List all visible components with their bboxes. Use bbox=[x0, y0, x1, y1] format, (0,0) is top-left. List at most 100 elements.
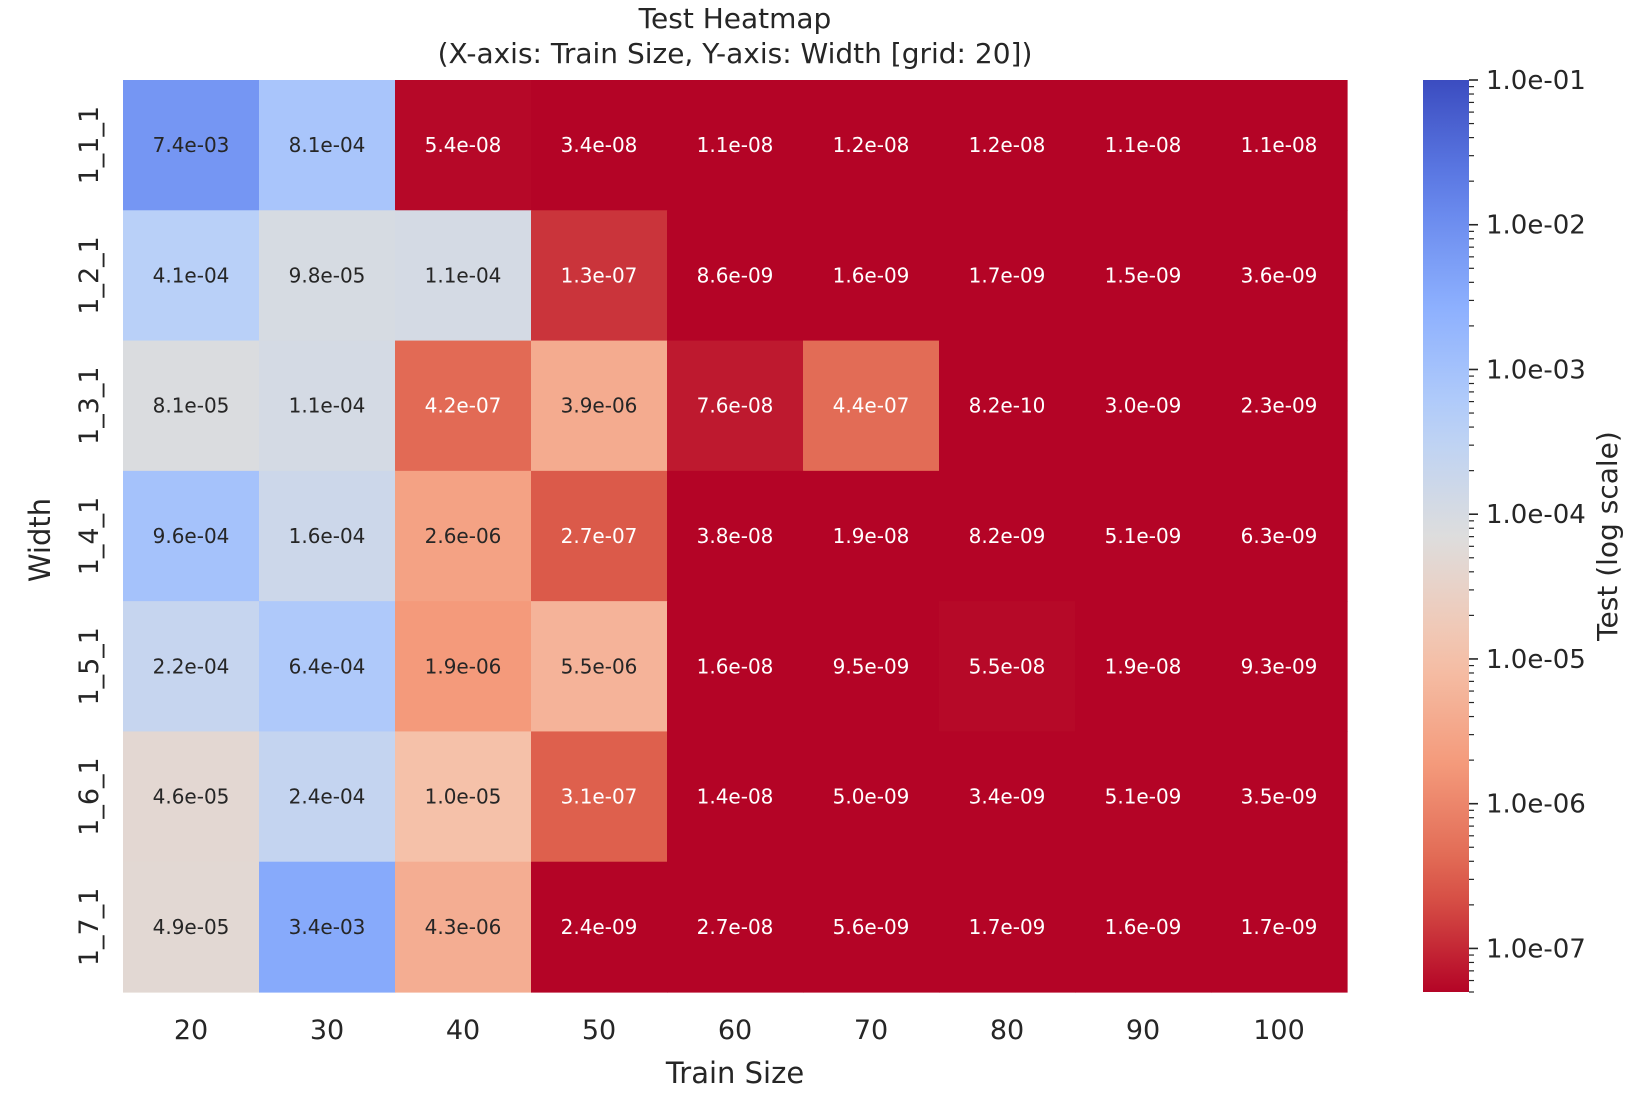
cell-value-label: 1.1e-04 bbox=[425, 263, 502, 287]
heatmap-cell bbox=[395, 601, 532, 733]
heatmap-cell bbox=[939, 470, 1076, 602]
chart-title: Test Heatmap bbox=[638, 2, 832, 35]
heatmap-cell bbox=[1211, 80, 1348, 211]
colorbar-tick-label: 1.0e-06 bbox=[1486, 790, 1586, 820]
cell-value-label: 6.4e-04 bbox=[289, 654, 366, 678]
x-tick-labels: 20 30 40 50 60 70 80 90 100 bbox=[174, 1015, 1305, 1046]
cell-value-label: 1.4e-08 bbox=[697, 785, 774, 809]
heatmap-cell bbox=[939, 210, 1076, 342]
colorbar-label: Test (log scale) bbox=[1591, 431, 1624, 642]
cell-value-label: 5.5e-06 bbox=[561, 654, 638, 678]
cell-value-label: 7.4e-03 bbox=[153, 133, 230, 157]
cell-value-label: 3.6e-09 bbox=[1241, 263, 1318, 287]
y-tick-label: 1_5_1 bbox=[74, 627, 105, 706]
cell-value-label: 1.7e-09 bbox=[1241, 915, 1318, 939]
chart-subtitle: (X-axis: Train Size, Y-axis: Width [grid… bbox=[438, 37, 1033, 70]
y-axis-label: Width bbox=[23, 498, 57, 582]
heatmap-cell bbox=[395, 861, 532, 993]
cell-value-label: 4.6e-05 bbox=[153, 785, 230, 809]
cell-value-label: 1.6e-04 bbox=[289, 524, 366, 548]
cell-value-label: 1.6e-09 bbox=[833, 263, 910, 287]
cell-value-label: 3.0e-09 bbox=[1105, 394, 1182, 418]
cell-value-label: 9.8e-05 bbox=[289, 263, 366, 287]
heatmap-cell bbox=[1211, 340, 1348, 472]
colorbar-tick-label: 1.0e-03 bbox=[1486, 355, 1586, 385]
cell-value-label: 5.1e-09 bbox=[1105, 785, 1182, 809]
heatmap-cell bbox=[667, 470, 804, 602]
cell-value-label: 8.1e-04 bbox=[289, 133, 366, 157]
cell-value-label: 1.1e-08 bbox=[1105, 133, 1182, 157]
heatmap-cell bbox=[259, 601, 396, 733]
cell-value-label: 1.0e-05 bbox=[425, 785, 502, 809]
colorbar-tick-label: 1.0e-02 bbox=[1486, 211, 1586, 241]
heatmap-cell bbox=[939, 861, 1076, 993]
heatmap-cell bbox=[123, 470, 260, 602]
x-tick-label: 40 bbox=[446, 1015, 480, 1046]
y-tick-labels: 1_1_1 1_2_1 1_3_1 1_4_1 1_5_1 1_6_1 1_7_1 bbox=[74, 106, 105, 966]
heatmap-cell bbox=[1075, 210, 1212, 342]
colorbar-tick-label: 1.0e-01 bbox=[1486, 66, 1586, 96]
cell-value-label: 2.3e-09 bbox=[1241, 394, 1318, 418]
heatmap-cell bbox=[259, 340, 396, 472]
cell-value-labels: 7.4e-03 8.1e-04 5.4e-08 3.4e-08 1.1e-08 1.2e-… bbox=[153, 133, 1318, 939]
colorbar-tick-label: 1.0e-07 bbox=[1486, 934, 1586, 964]
cell-value-label: 1.7e-09 bbox=[969, 915, 1046, 939]
colorbar-ticks: 1.0e-01 1.0e-02 1.0e-03 1.0e-04 1.0e-05 1.0e-… bbox=[1469, 66, 1586, 993]
heatmap-cell bbox=[939, 731, 1076, 863]
heatmap-cell bbox=[803, 861, 940, 993]
cell-value-label: 2.4e-09 bbox=[561, 915, 638, 939]
y-tick-label: 1_6_1 bbox=[74, 757, 105, 836]
cell-value-label: 5.4e-08 bbox=[425, 133, 502, 157]
heatmap-cell bbox=[531, 861, 668, 993]
heatmap-cell bbox=[395, 340, 532, 472]
heatmap-cell bbox=[531, 210, 668, 342]
x-tick-label: 60 bbox=[718, 1015, 752, 1046]
heatmap-cell bbox=[803, 731, 940, 863]
cell-value-label: 9.3e-09 bbox=[1241, 654, 1318, 678]
heatmap-cell bbox=[667, 601, 804, 733]
heatmap-cell bbox=[123, 340, 260, 472]
cell-value-label: 8.2e-09 bbox=[969, 524, 1046, 548]
cell-value-label: 1.2e-08 bbox=[833, 133, 910, 157]
heatmap-cell bbox=[259, 861, 396, 993]
heatmap-cell bbox=[667, 340, 804, 472]
cell-value-label: 1.9e-06 bbox=[425, 654, 502, 678]
cell-value-label: 1.1e-04 bbox=[289, 394, 366, 418]
heatmap-cell bbox=[123, 601, 260, 733]
cell-value-label: 1.1e-08 bbox=[1241, 133, 1318, 157]
cell-value-label: 4.3e-06 bbox=[425, 915, 502, 939]
heatmap-cell bbox=[1075, 601, 1212, 733]
x-tick-label: 100 bbox=[1253, 1015, 1305, 1046]
heatmap-cell bbox=[259, 210, 396, 342]
heatmap-cell bbox=[803, 210, 940, 342]
heatmap-cell bbox=[1075, 470, 1212, 602]
cell-value-label: 2.4e-04 bbox=[289, 785, 366, 809]
heatmap-cells bbox=[123, 80, 1348, 993]
cell-value-label: 6.3e-09 bbox=[1241, 524, 1318, 548]
x-tick-label: 50 bbox=[582, 1015, 616, 1046]
colorbar-tick-label: 1.0e-04 bbox=[1486, 500, 1586, 530]
heatmap-cell bbox=[1211, 731, 1348, 863]
heatmap-cell bbox=[395, 731, 532, 863]
heatmap-cell bbox=[1211, 601, 1348, 733]
heatmap-cell bbox=[1211, 861, 1348, 993]
heatmap-cell bbox=[123, 210, 260, 342]
cell-value-label: 7.6e-08 bbox=[697, 394, 774, 418]
x-tick-label: 20 bbox=[174, 1015, 208, 1046]
heatmap-cell bbox=[1075, 340, 1212, 472]
heatmap-cell bbox=[123, 861, 260, 993]
heatmap-cell bbox=[667, 80, 804, 211]
heatmap-cell bbox=[939, 80, 1076, 211]
cell-value-label: 2.6e-06 bbox=[425, 524, 502, 548]
heatmap-cell bbox=[123, 80, 260, 211]
cell-value-label: 1.2e-08 bbox=[969, 133, 1046, 157]
heatmap-cell bbox=[667, 861, 804, 993]
cell-value-label: 3.4e-09 bbox=[969, 785, 1046, 809]
heatmap-cell bbox=[1075, 80, 1212, 211]
x-axis-label: Train Size bbox=[665, 1056, 804, 1090]
cell-value-label: 8.6e-09 bbox=[697, 263, 774, 287]
heatmap-cell bbox=[259, 80, 396, 211]
cell-value-label: 8.1e-05 bbox=[153, 394, 230, 418]
x-tick-label: 80 bbox=[990, 1015, 1024, 1046]
